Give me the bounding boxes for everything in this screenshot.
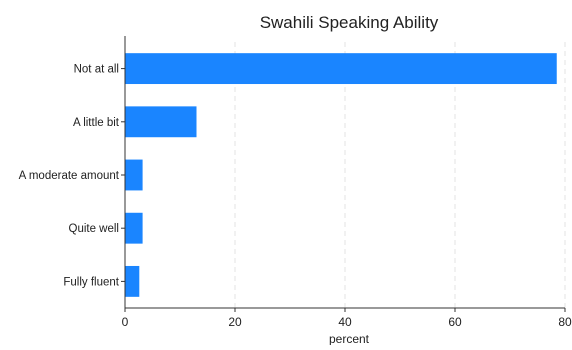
- bar-0: [125, 53, 557, 85]
- y-tick-label-1: A little bit: [73, 117, 120, 129]
- y-tick-label-0: Not at all: [74, 64, 119, 76]
- x-tick-label-3: 60: [448, 315, 462, 329]
- x-tick-label-4: 80: [558, 315, 572, 329]
- y-tick-label-4: Fully fluent: [63, 276, 119, 288]
- bar-3: [125, 212, 143, 244]
- bars: [125, 53, 557, 297]
- y-tick-label-3: Quite well: [69, 223, 120, 235]
- category-labels: Not at all A little bit A moderate amount Q…: [19, 64, 120, 289]
- axes: 0 20 40 60 80: [121, 36, 572, 329]
- chart-title: Swahili Speaking Ability: [260, 13, 439, 32]
- y-tick-label-2: A moderate amount: [19, 170, 120, 182]
- x-tick-label-2: 40: [338, 315, 352, 329]
- bar-4: [125, 265, 140, 297]
- bar-1: [125, 106, 197, 138]
- x-tick-label-1: 20: [228, 315, 242, 329]
- x-tick-label-0: 0: [122, 315, 129, 329]
- bar-2: [125, 159, 143, 191]
- x-axis-label: percent: [329, 332, 370, 345]
